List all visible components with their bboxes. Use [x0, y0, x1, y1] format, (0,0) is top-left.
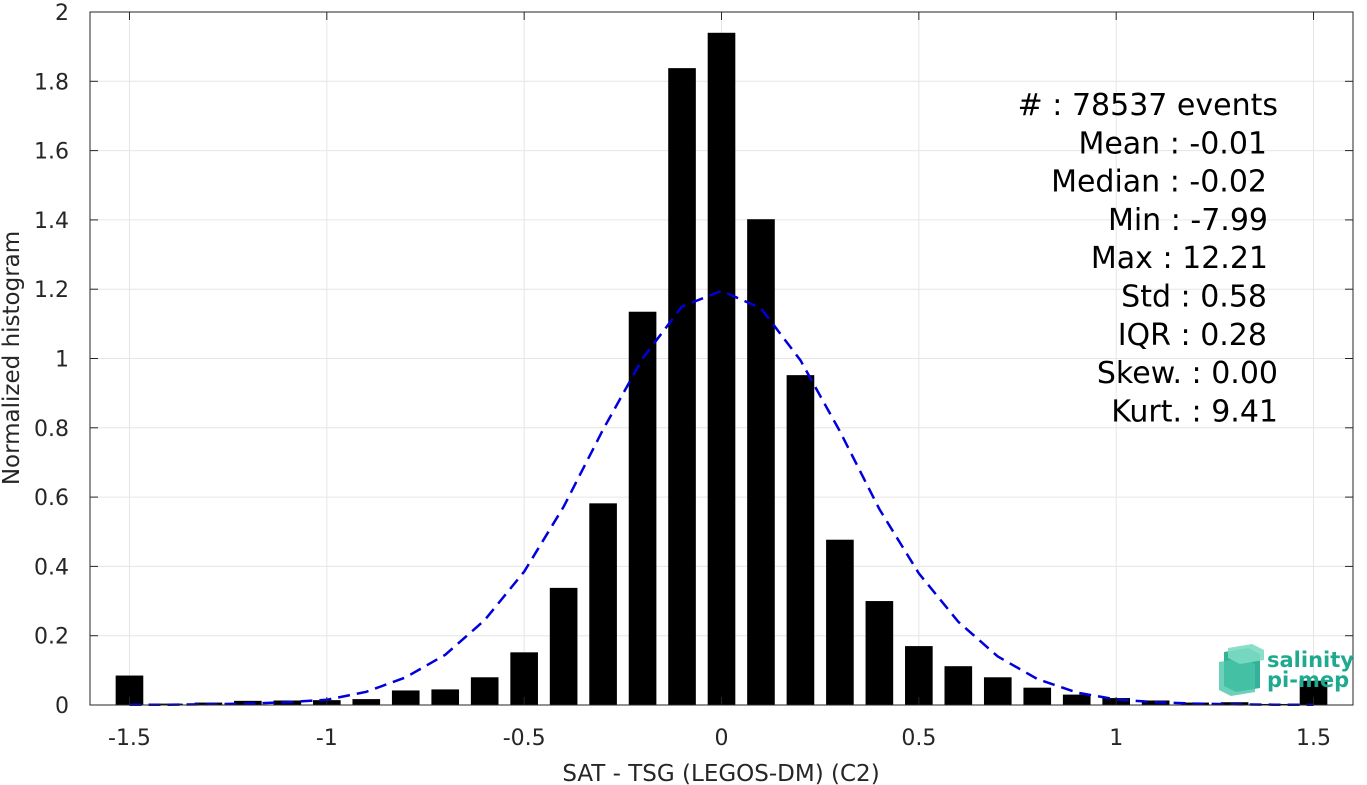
salinity-pimep-logo: salinity pi-mep [1219, 644, 1354, 696]
x-axis-label: SAT - TSG (LEGOS-DM) (C2) [562, 761, 879, 785]
y-tick-label: 2 [55, 1, 69, 26]
x-tick-label: 0.5 [901, 726, 936, 751]
histogram-bar [944, 666, 973, 705]
y-tick-label: 0.8 [34, 417, 69, 442]
histogram-bar [589, 503, 617, 705]
y-tick-label: 1.2 [34, 278, 69, 303]
histogram-bar [1023, 687, 1052, 705]
logo-text-salinity: salinity [1267, 648, 1354, 672]
histogram-bar [747, 219, 775, 705]
x-tick-label: 1 [1109, 726, 1123, 751]
x-tick-label: -1 [316, 726, 338, 751]
y-tick-label: 1 [55, 348, 69, 373]
stat-line: Skew. : 0.00 [1097, 356, 1278, 391]
y-tick-label: 0.4 [34, 555, 69, 580]
histogram-bar [865, 601, 894, 705]
stat-line: Median : -0.02 [1051, 165, 1267, 200]
x-axis-ticks: -1.5 -1 -0.5 0 0.5 1 1.5 [108, 12, 1331, 751]
stat-line: # : 78537 events [1018, 88, 1278, 123]
histogram-bar [826, 539, 854, 705]
stat-line: IQR : 0.28 [1118, 318, 1267, 353]
histogram-bar [905, 646, 933, 705]
y-tick-label: 1.4 [34, 209, 69, 234]
y-axis-ticks: 0 0.2 0.4 0.6 0.8 1 1.2 1.4 1.6 1.8 2 [34, 1, 1353, 719]
histogram-bar [983, 677, 1012, 705]
histogram-bar [431, 689, 460, 705]
stat-line: Mean : -0.01 [1078, 126, 1267, 161]
histogram-bar [707, 32, 736, 706]
histogram-bar [549, 587, 578, 705]
y-tick-label: 0.2 [34, 625, 69, 650]
histogram-bar [352, 699, 381, 705]
histogram-bar [786, 375, 815, 705]
x-tick-label: 0 [715, 726, 729, 751]
histogram-bar [628, 311, 657, 705]
salinity-logo-icon [1219, 644, 1264, 696]
y-axis-label: Normalized histogram [0, 231, 25, 485]
histogram-bar [510, 652, 538, 705]
stat-line: Std : 0.58 [1121, 280, 1267, 315]
y-tick-label: 0 [55, 694, 69, 719]
y-tick-label: 1.8 [34, 70, 69, 95]
stat-line: Max : 12.21 [1091, 241, 1268, 276]
x-tick-label: 1.5 [1296, 726, 1331, 751]
histogram-bar [391, 690, 420, 705]
histogram-bar [470, 677, 499, 705]
x-tick-label: -1.5 [108, 726, 151, 751]
histogram-bar [1062, 694, 1091, 705]
logo-text-pimep: pi-mep [1267, 668, 1349, 692]
y-tick-label: 0.6 [34, 486, 69, 511]
x-tick-label: -0.5 [503, 726, 546, 751]
stat-line: Min : -7.99 [1108, 203, 1268, 238]
histogram-bar [668, 68, 696, 706]
stat-line: Kurt. : 9.41 [1111, 394, 1278, 429]
y-tick-label: 1.6 [34, 140, 69, 165]
